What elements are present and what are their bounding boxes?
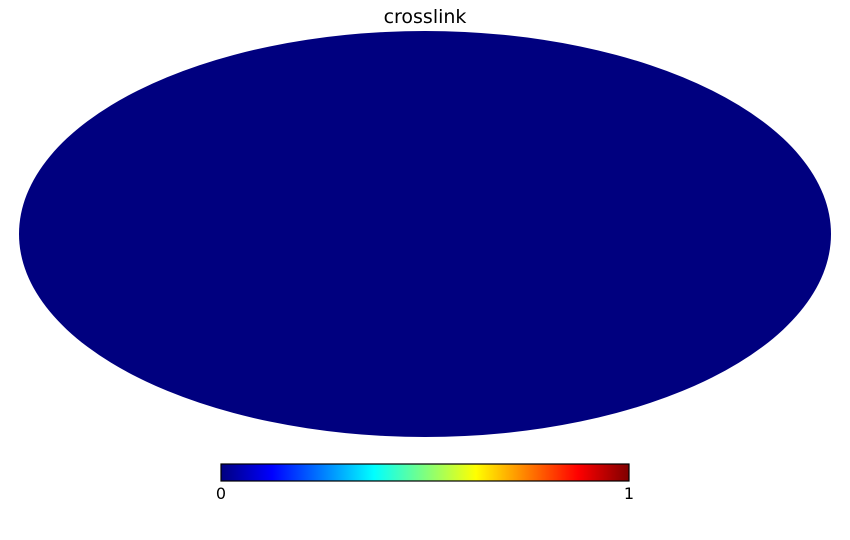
map-title: crosslink xyxy=(383,6,467,28)
mollweide-sky-map xyxy=(19,31,831,437)
colorbar-min-label: 0 xyxy=(215,484,227,503)
colorbar-max-label: 1 xyxy=(623,484,635,503)
colorbar-frame xyxy=(220,463,630,482)
colorbar-gradient xyxy=(221,464,629,481)
